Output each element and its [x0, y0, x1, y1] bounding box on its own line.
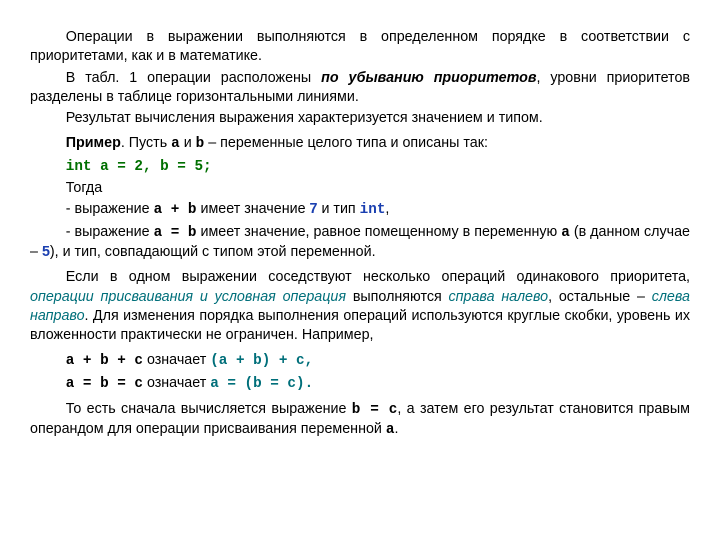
p8-mid: имеет значение, равное помещенному в пер… — [197, 224, 562, 240]
type-int: int — [360, 202, 386, 218]
var-a: a — [171, 136, 180, 152]
p9-mid1: выполняются — [346, 289, 448, 305]
p4-pre: . Пусть — [121, 135, 171, 151]
p6-text: Тогда — [66, 180, 102, 196]
example-label: Пример — [66, 135, 121, 151]
p9-pre: Если в одном выражении соседствуют неско… — [66, 269, 690, 285]
paragraph-10: a + b + c означает (a + b) + c, — [30, 351, 690, 371]
code-decl: int a = 2, b = 5; — [66, 159, 212, 175]
p11-mid: означает — [143, 375, 210, 391]
var-b: b — [196, 136, 205, 152]
p10-mid: означает — [143, 352, 210, 368]
paragraph-8: - выражение a = b имеет значение, равное… — [30, 223, 690, 263]
p3-text: Результат вычисления выражения характери… — [66, 110, 543, 126]
p9-post: . Для изменения порядка выполнения опера… — [30, 308, 690, 343]
paragraph-9: Если в одном выражении соседствуют неско… — [30, 268, 690, 345]
p12-post: . — [394, 421, 398, 437]
p8-pre: - выражение — [66, 224, 154, 240]
p7-pre: - выражение — [66, 201, 154, 217]
paragraph-1: Операции в выражении выполняются в опред… — [30, 28, 690, 67]
value-5: 5 — [42, 244, 50, 260]
paragraph-7: - выражение a + b имеет значение 7 и тип… — [30, 200, 690, 220]
p9-em2: справа налево — [449, 289, 549, 305]
expr-aeqb: a = b — [154, 225, 197, 241]
p7-mid: имеет значение — [196, 201, 309, 217]
paragraph-4: Пример. Пусть a и b – переменные целого … — [30, 134, 690, 154]
paragraph-11: a = b = c означает a = (b = c). — [30, 374, 690, 394]
p8-post: ), и тип, совпадающий с типом этой перем… — [50, 244, 376, 260]
p9-mid2: , остальные – — [548, 289, 652, 305]
expr-abc-assign: a = b = c — [66, 376, 143, 392]
expr-abc-plus-grouped: (a + b) + c, — [210, 353, 313, 369]
paragraph-5: int a = 2, b = 5; — [30, 157, 690, 177]
paragraph-3: Результат вычисления выражения характери… — [30, 109, 690, 128]
p4-post: – переменные целого типа и описаны так: — [204, 135, 488, 151]
expr-beqc: b = c — [352, 402, 398, 418]
expr-abc-assign-grouped: a = (b = c). — [210, 376, 313, 392]
expr-abc-plus: a + b + c — [66, 353, 143, 369]
p7-mid2: и тип — [317, 201, 359, 217]
paragraph-12: То есть сначала вычисляется выражение b … — [30, 400, 690, 441]
var-a-2: a — [561, 225, 570, 241]
p7-post: , — [385, 201, 389, 217]
p9-em1: операции присваивания и условная операци… — [30, 289, 346, 305]
p1-text: Операции в выражении выполняются в опред… — [30, 29, 690, 64]
p4-mid1: и — [180, 135, 196, 151]
p2-em: по убыванию приоритетов — [321, 70, 536, 86]
expr-aplusb: a + b — [154, 202, 197, 218]
paragraph-6: Тогда — [30, 179, 690, 198]
paragraph-2: В табл. 1 операции расположены по убыван… — [30, 69, 690, 108]
p2-pre: В табл. 1 операции расположены — [66, 70, 321, 86]
p12-pre: То есть сначала вычисляется выражение — [66, 401, 352, 417]
